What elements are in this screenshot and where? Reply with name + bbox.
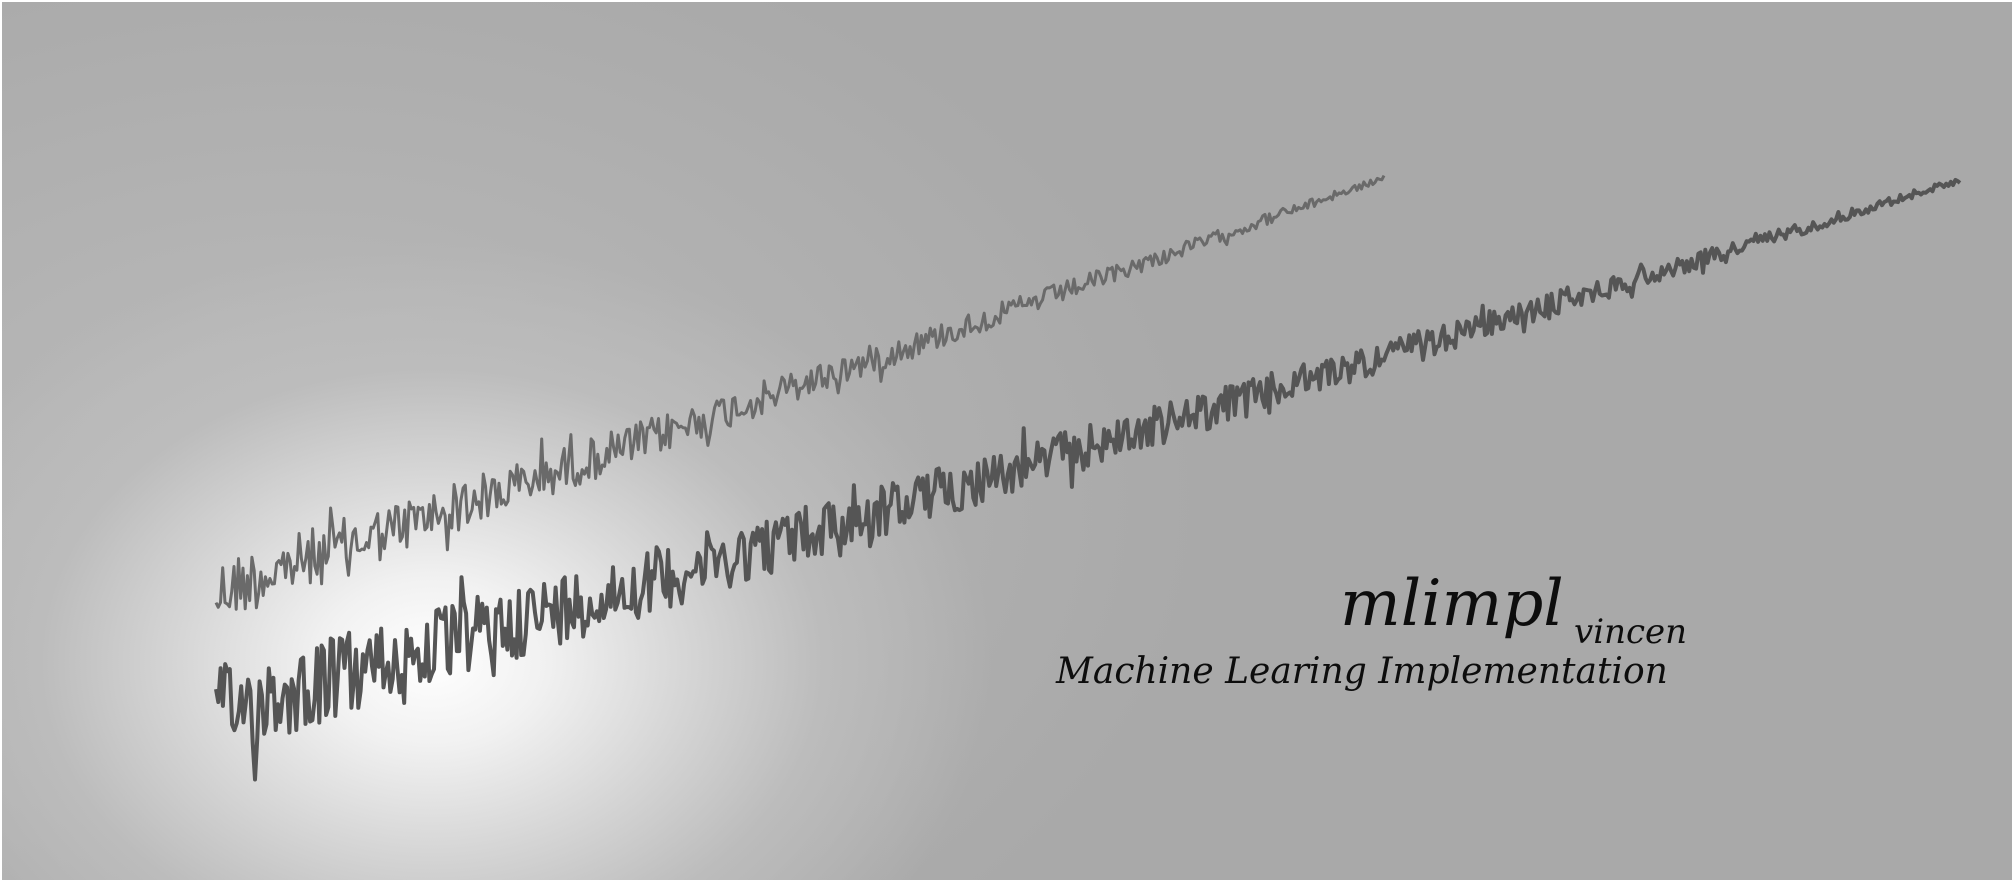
wave-line-upper [214,174,1386,611]
logo-title: mlimpl [1340,567,1564,641]
wave-line-lower [214,177,1962,782]
tagline: Machine Learing Implementation [1056,651,1668,692]
author-name: vincen [1574,612,1688,652]
